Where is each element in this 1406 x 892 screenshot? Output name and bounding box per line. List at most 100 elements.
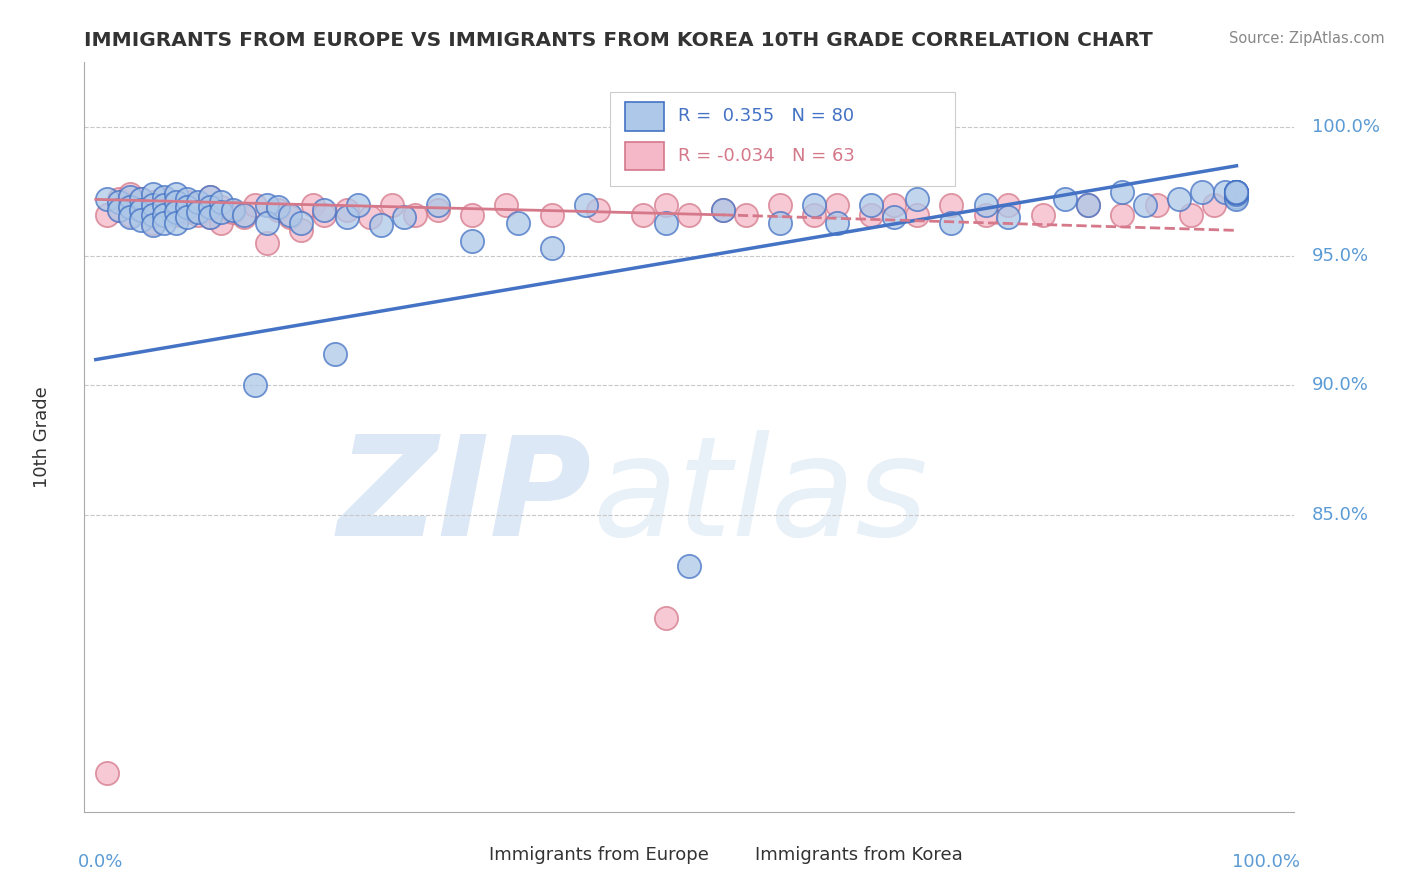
Point (198, 200, 221, 214)
Point (1032, 208, 1054, 222)
Point (905, 208, 928, 222)
Text: 85.0%: 85.0% (1312, 506, 1368, 524)
Point (153, 190, 176, 204)
Point (187, 205, 209, 219)
Point (359, 211, 381, 225)
Point (221, 202, 243, 217)
Point (769, 197, 792, 211)
Point (860, 197, 883, 211)
Point (312, 208, 335, 222)
Point (142, 187, 165, 202)
Point (96, 766, 118, 780)
Point (118, 190, 141, 204)
Point (655, 197, 678, 211)
Point (221, 205, 243, 219)
Text: Immigrants from Korea: Immigrants from Korea (755, 847, 963, 864)
Point (633, 208, 655, 222)
Point (1077, 197, 1099, 211)
Point (118, 200, 141, 214)
Point (347, 197, 370, 211)
Point (1111, 208, 1133, 222)
Point (176, 193, 198, 207)
Point (1225, 185, 1247, 199)
Point (153, 216, 176, 230)
Point (198, 190, 221, 204)
Point (107, 202, 129, 217)
Point (1225, 193, 1247, 207)
Point (198, 190, 221, 204)
Point (176, 194, 198, 209)
Point (323, 347, 346, 361)
Point (336, 211, 359, 225)
Point (1225, 187, 1247, 202)
FancyBboxPatch shape (624, 142, 664, 170)
Point (131, 193, 153, 207)
Point (153, 202, 176, 217)
Point (941, 216, 963, 230)
Point (187, 197, 209, 211)
Point (278, 211, 301, 225)
Point (131, 193, 153, 207)
Point (1225, 185, 1247, 199)
Point (1077, 197, 1099, 211)
Point (427, 202, 450, 217)
Point (803, 208, 825, 222)
Point (131, 202, 153, 217)
Point (187, 208, 209, 222)
Point (370, 218, 392, 232)
Point (198, 211, 221, 225)
Point (165, 187, 187, 202)
Point (883, 211, 905, 225)
Point (153, 193, 176, 207)
Point (905, 193, 928, 207)
Text: IMMIGRANTS FROM EUROPE VS IMMIGRANTS FROM KOREA 10TH GRADE CORRELATION CHART: IMMIGRANTS FROM EUROPE VS IMMIGRANTS FRO… (84, 30, 1153, 50)
Point (278, 208, 301, 222)
Point (245, 197, 267, 211)
Point (941, 197, 963, 211)
Point (1225, 187, 1247, 202)
FancyBboxPatch shape (624, 103, 664, 130)
Point (678, 208, 700, 222)
Text: 10th Grade: 10th Grade (32, 386, 51, 488)
Point (997, 197, 1019, 211)
Point (803, 197, 825, 211)
Point (176, 200, 198, 214)
Point (541, 208, 564, 222)
Point (1135, 197, 1157, 211)
Point (153, 208, 176, 222)
Point (209, 205, 232, 219)
Point (381, 197, 404, 211)
Point (209, 200, 232, 214)
Point (165, 194, 187, 209)
Point (290, 223, 312, 237)
Point (586, 202, 609, 217)
Point (142, 208, 165, 222)
Point (267, 202, 290, 217)
Text: 0.0%: 0.0% (79, 853, 124, 871)
Point (997, 211, 1019, 225)
Point (1191, 185, 1213, 199)
Point (1202, 197, 1225, 211)
Point (735, 208, 758, 222)
Point (107, 202, 129, 217)
Point (860, 208, 883, 222)
Text: 100.0%: 100.0% (1312, 118, 1379, 136)
Point (825, 216, 848, 230)
Point (256, 197, 278, 211)
FancyBboxPatch shape (610, 93, 955, 186)
Point (131, 213, 153, 227)
Point (142, 197, 165, 211)
Point (1213, 185, 1236, 199)
Point (1146, 197, 1168, 211)
Point (153, 197, 176, 211)
Point (107, 193, 129, 207)
Point (107, 194, 129, 209)
Point (233, 211, 256, 225)
Point (883, 197, 905, 211)
Point (1225, 185, 1247, 199)
Point (404, 208, 426, 222)
Point (165, 205, 187, 219)
Point (541, 242, 564, 256)
Point (267, 200, 290, 214)
Point (118, 211, 141, 225)
